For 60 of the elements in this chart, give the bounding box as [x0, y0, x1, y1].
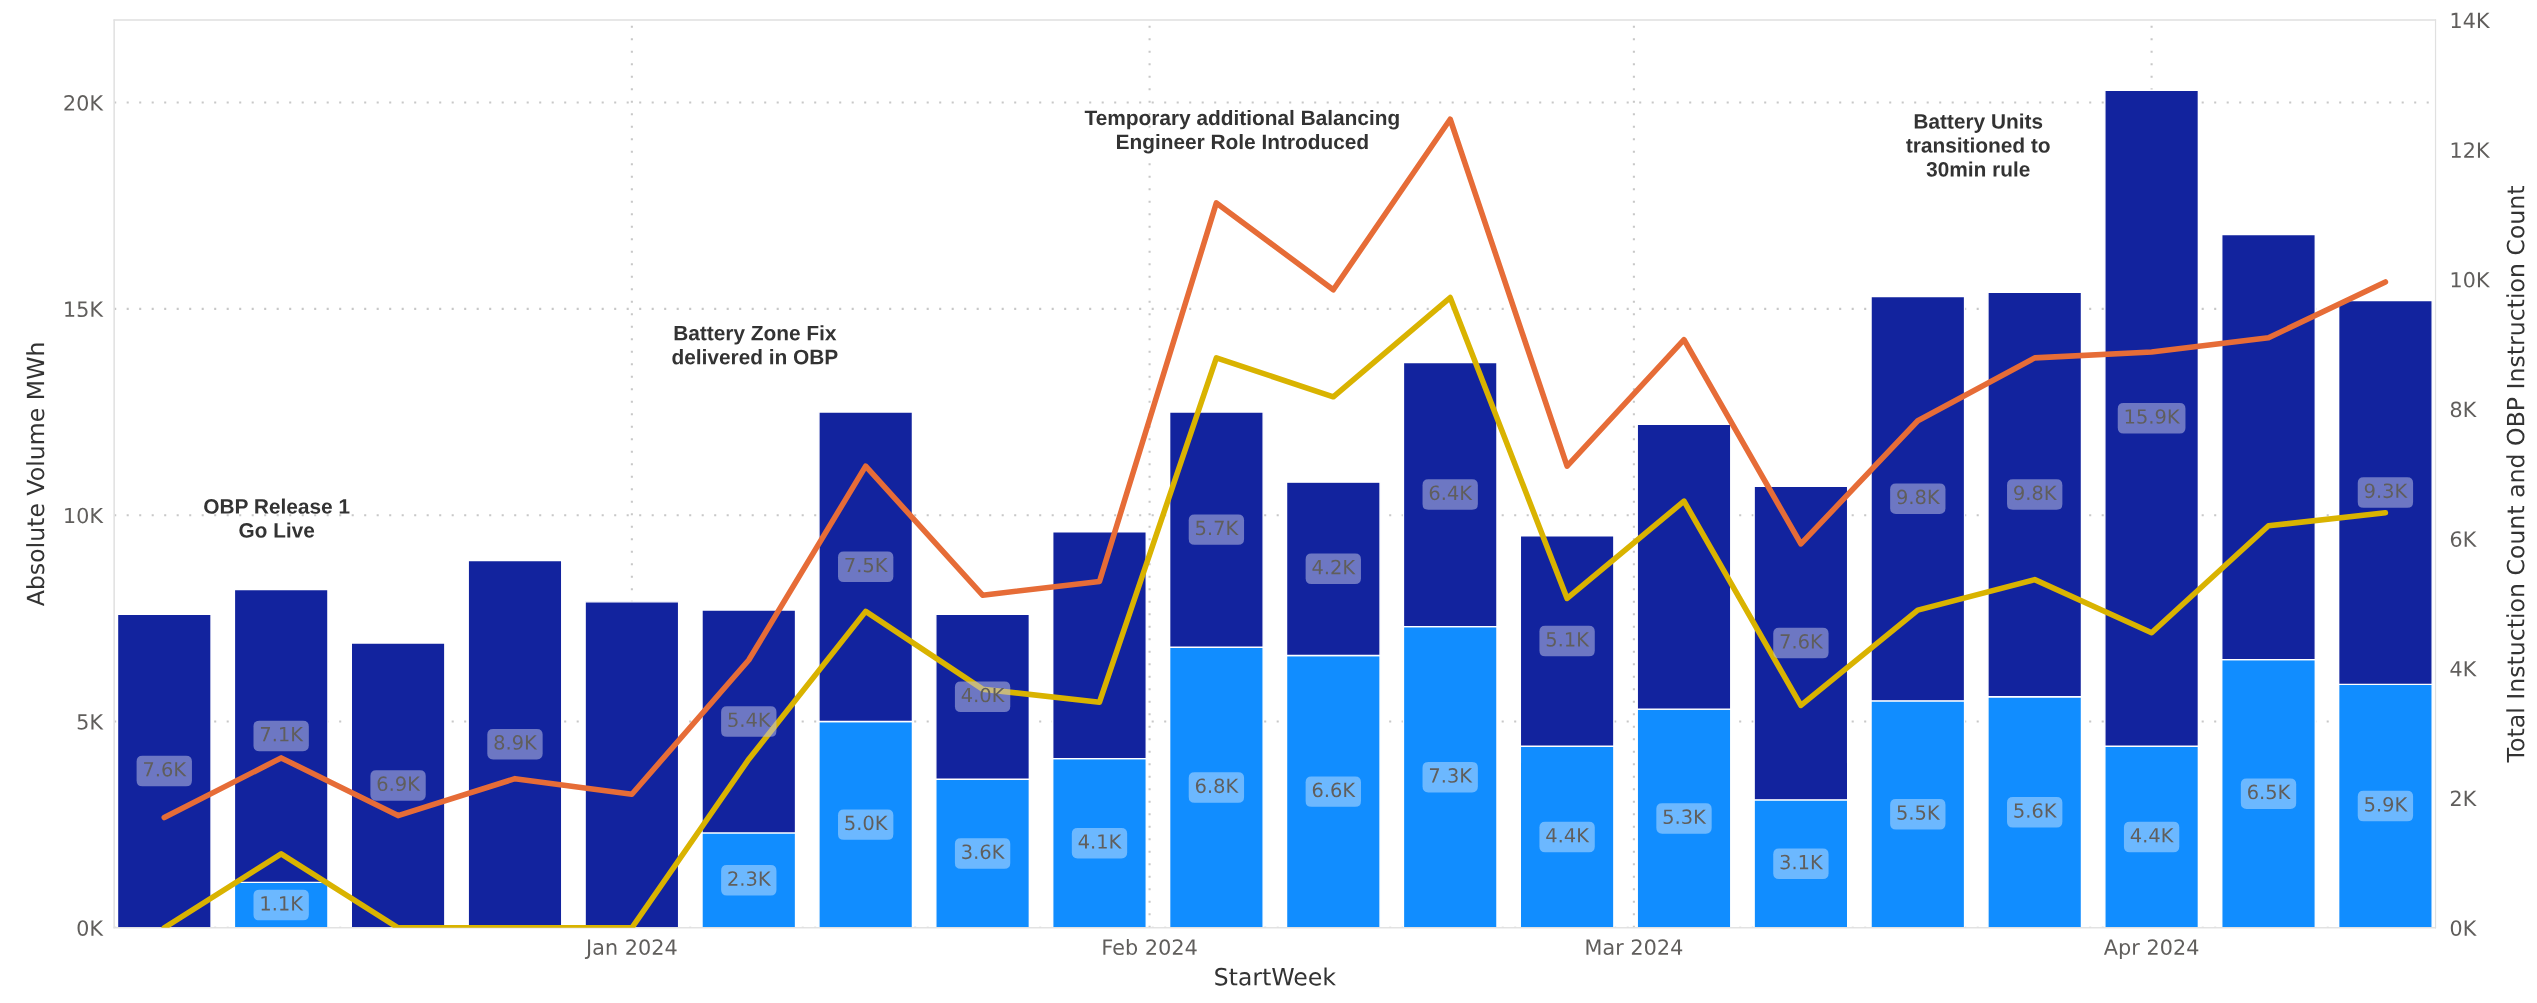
data-label: 5.0K — [845, 815, 888, 831]
y-tick-label: 5K — [77, 714, 104, 730]
data-label: 5.4K — [728, 712, 772, 728]
y-tick-label: 0K — [77, 920, 104, 936]
x-tick-label: Mar 2024 — [1586, 939, 1683, 956]
x-tick-label: Apr 2024 — [2103, 939, 2199, 960]
y2-tick-label: 4K — [2450, 661, 2477, 677]
bar — [116, 613, 212, 928]
data-label: 6.5K — [2248, 784, 2291, 800]
data-label: 4.4K — [1546, 828, 1590, 843]
data-label: 5.1K — [1546, 632, 1590, 647]
bar — [350, 642, 446, 928]
data-label: 8.9K — [494, 735, 538, 750]
data-label: 6.6K — [1312, 782, 1356, 798]
data-label: 6.4K — [1429, 485, 1473, 501]
data-label: 7.5K — [845, 557, 888, 573]
y-tick-label: 20K — [64, 95, 104, 111]
data-label: 2.3K — [728, 871, 772, 886]
data-label: 6.9K — [377, 776, 421, 792]
y-tick-label: 10K — [65, 507, 104, 524]
data-label: 3.1K — [1780, 854, 1824, 870]
y2-tick-label: 14K — [2451, 12, 2491, 28]
data-label: 4.4K — [2130, 828, 2174, 843]
y2-tick-label: 8K — [2450, 401, 2477, 418]
data-label: 6.8K — [1195, 778, 1239, 794]
data-label: 9.8K — [1897, 489, 1941, 505]
data-label: 4.0K — [961, 687, 1005, 703]
y-axis-title: Absolute Volume MWh — [26, 343, 45, 607]
annotation: Battery Units transitioned to 30min rule — [1906, 113, 2050, 177]
annotation: Temporary additional Balancing Engineer Role Introduced — [1084, 109, 1399, 154]
data-label: 9.3K — [2364, 483, 2408, 499]
y-tick-label: 15K — [65, 301, 104, 318]
x-tick-label: Jan 2024 — [584, 939, 677, 959]
x-tick-label: Feb 2024 — [1103, 938, 1197, 956]
y2-tick-label: 6K — [2450, 531, 2477, 547]
data-label: 1.1K — [261, 896, 304, 911]
y2-axis-title: Total Instuction Count and OBP Instruction Count — [2506, 186, 2525, 763]
data-label: 5.3K — [1663, 809, 1707, 825]
data-label: 4.2K — [1312, 559, 1356, 575]
bar — [584, 601, 680, 928]
data-label: 7.1K — [260, 727, 304, 742]
bar — [467, 559, 563, 928]
x-axis-title: StartWeek — [1215, 967, 1336, 986]
data-label: 5.7K — [1196, 520, 1239, 536]
annotation: OBP Release 1 Go Live — [204, 498, 350, 538]
y2-tick-label: 0K — [2450, 920, 2477, 936]
data-label: 7.3K — [1429, 768, 1473, 783]
annotation: Battery Zone Fix delivered in OBP — [672, 325, 838, 365]
data-label: 7.6K — [1780, 634, 1824, 649]
data-label: 3.6K — [962, 844, 1005, 860]
y2-tick-label: 10K — [2451, 271, 2491, 288]
data-label: 5.5K — [1897, 805, 1941, 820]
data-label: 9.8K — [2014, 485, 2057, 501]
data-label: 5.6K — [2014, 803, 2057, 818]
data-label: 7.6K — [144, 761, 187, 777]
data-label: 4.1K — [1078, 834, 1122, 849]
data-label: 15.9K — [2125, 409, 2181, 424]
y2-tick-label: 2K — [2450, 790, 2477, 807]
y2-tick-label: 12K — [2451, 142, 2491, 158]
data-label: 5.9K — [2365, 796, 2408, 812]
